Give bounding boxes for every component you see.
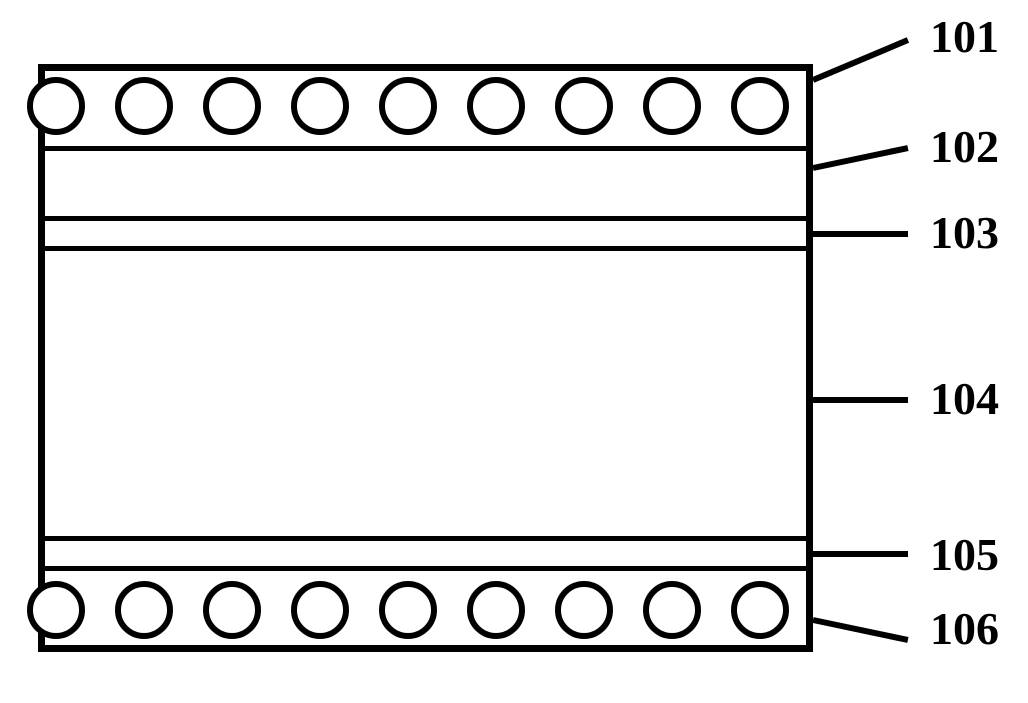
layer-label-106: 106 <box>930 602 999 655</box>
layer-circle <box>379 581 437 639</box>
layer-label-102: 102 <box>930 120 999 173</box>
leader-line <box>813 397 908 403</box>
layer-label-101: 101 <box>930 10 999 63</box>
layer-circle <box>555 77 613 135</box>
leader-line <box>812 37 909 83</box>
leader-line <box>812 145 908 171</box>
layer-circle <box>467 581 525 639</box>
layer-boundary <box>38 246 813 251</box>
layer-circle <box>27 77 85 135</box>
layer-circle <box>115 77 173 135</box>
layer-circle <box>643 77 701 135</box>
layer-circle <box>291 581 349 639</box>
layer-circle <box>643 581 701 639</box>
layer-circle <box>379 77 437 135</box>
layer-boundary <box>38 536 813 541</box>
layer-circle <box>27 581 85 639</box>
layer-circle <box>291 77 349 135</box>
outer-frame <box>38 64 813 652</box>
layer-label-103: 103 <box>930 206 999 259</box>
diagram-canvas: 101 102 103 104 105 106 <box>0 0 1028 703</box>
leader-line <box>813 551 908 557</box>
layer-circle <box>467 77 525 135</box>
layer-circle <box>555 581 613 639</box>
layer-boundary <box>38 566 813 571</box>
layer-boundary <box>38 216 813 221</box>
layer-circle <box>731 581 789 639</box>
layer-label-104: 104 <box>930 372 999 425</box>
layer-boundary <box>38 146 813 151</box>
layer-circle <box>203 581 261 639</box>
layer-circle <box>203 77 261 135</box>
layer-label-105: 105 <box>930 528 999 581</box>
layer-circle <box>115 581 173 639</box>
leader-line <box>813 231 908 237</box>
layer-circle <box>731 77 789 135</box>
leader-line <box>812 617 908 643</box>
